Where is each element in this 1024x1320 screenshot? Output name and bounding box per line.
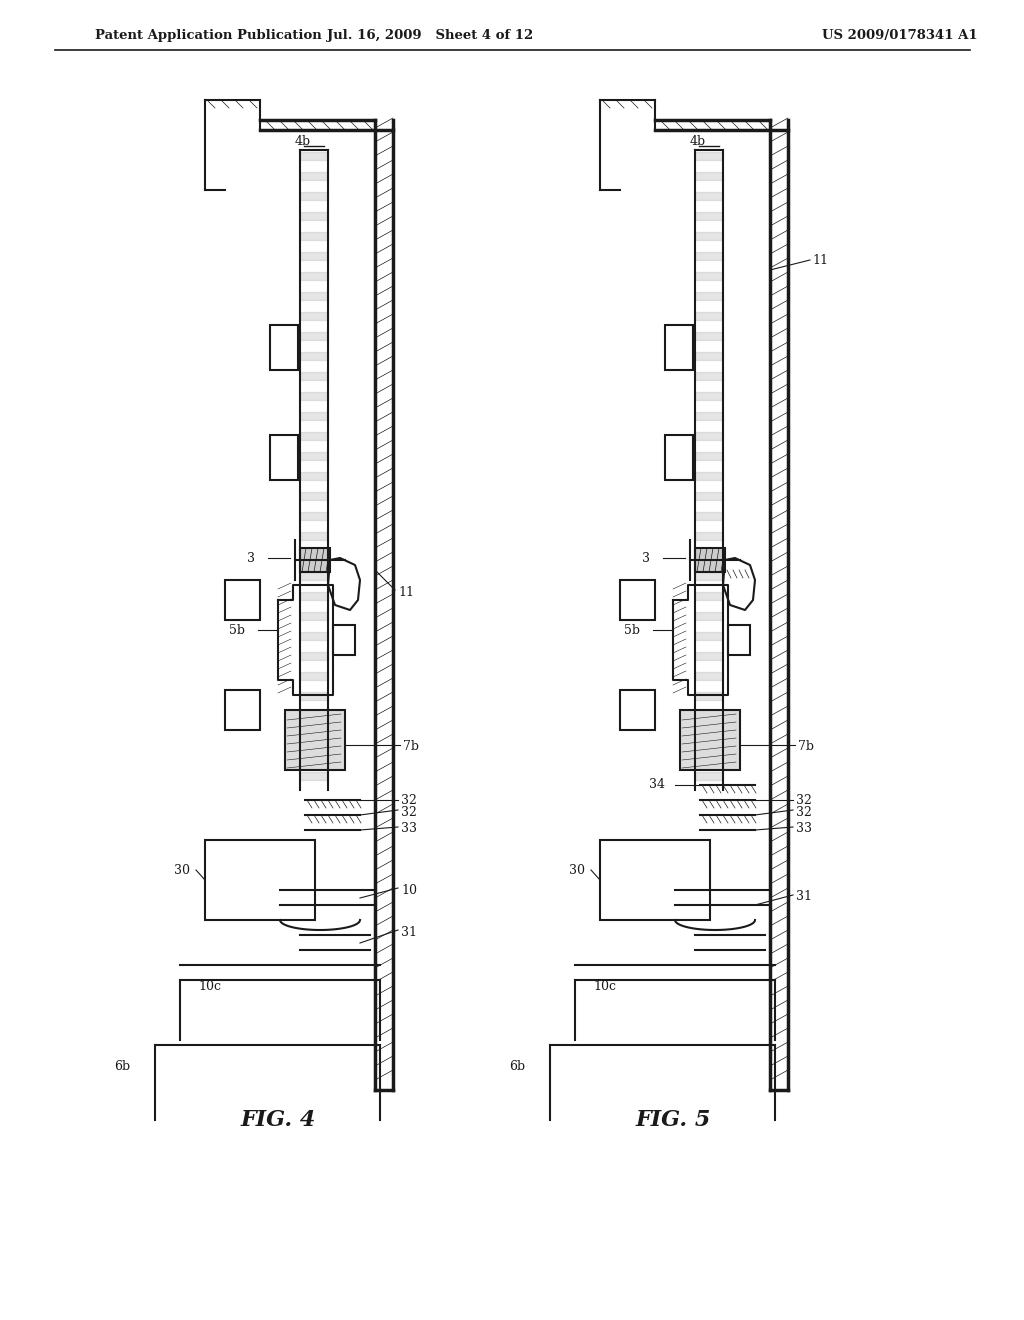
Text: 10c: 10c — [594, 979, 616, 993]
Text: 7b: 7b — [798, 741, 814, 754]
Text: 11: 11 — [812, 253, 828, 267]
Bar — [665, 436, 693, 480]
Text: 5b: 5b — [229, 623, 245, 636]
Text: 33: 33 — [796, 822, 812, 836]
Bar — [620, 579, 655, 620]
Bar — [205, 840, 315, 920]
Text: 3: 3 — [642, 552, 650, 565]
Bar — [225, 690, 260, 730]
Text: Patent Application Publication: Patent Application Publication — [95, 29, 322, 41]
Text: 10: 10 — [401, 883, 417, 896]
Text: 33: 33 — [401, 822, 417, 836]
Bar — [680, 710, 740, 770]
Bar — [695, 548, 725, 572]
Text: FIG. 5: FIG. 5 — [635, 1109, 711, 1131]
Text: 4b: 4b — [690, 135, 707, 148]
Text: FIG. 4: FIG. 4 — [241, 1109, 315, 1131]
Text: 11: 11 — [398, 586, 414, 598]
Text: 34: 34 — [649, 779, 665, 792]
Bar — [600, 840, 710, 920]
Text: 32: 32 — [401, 793, 417, 807]
Text: 30: 30 — [569, 863, 585, 876]
Text: 31: 31 — [401, 925, 417, 939]
Text: 3: 3 — [247, 552, 255, 565]
Text: US 2009/0178341 A1: US 2009/0178341 A1 — [822, 29, 978, 41]
Text: 5b: 5b — [624, 623, 640, 636]
Bar — [620, 690, 655, 730]
Text: 6b: 6b — [509, 1060, 525, 1073]
Bar — [285, 710, 345, 770]
Bar — [270, 325, 298, 370]
Text: 32: 32 — [401, 805, 417, 818]
Text: 4b: 4b — [295, 135, 311, 148]
Text: 32: 32 — [796, 805, 812, 818]
Bar — [333, 624, 355, 655]
Text: 7b: 7b — [403, 741, 419, 754]
Bar — [665, 325, 693, 370]
Bar — [225, 579, 260, 620]
Text: 31: 31 — [796, 891, 812, 903]
Bar — [270, 436, 298, 480]
Text: 32: 32 — [796, 793, 812, 807]
Bar — [300, 548, 330, 572]
Text: 30: 30 — [174, 863, 190, 876]
Bar — [728, 624, 750, 655]
Text: Jul. 16, 2009   Sheet 4 of 12: Jul. 16, 2009 Sheet 4 of 12 — [327, 29, 534, 41]
Text: 10c: 10c — [199, 979, 221, 993]
Text: 6b: 6b — [114, 1060, 130, 1073]
